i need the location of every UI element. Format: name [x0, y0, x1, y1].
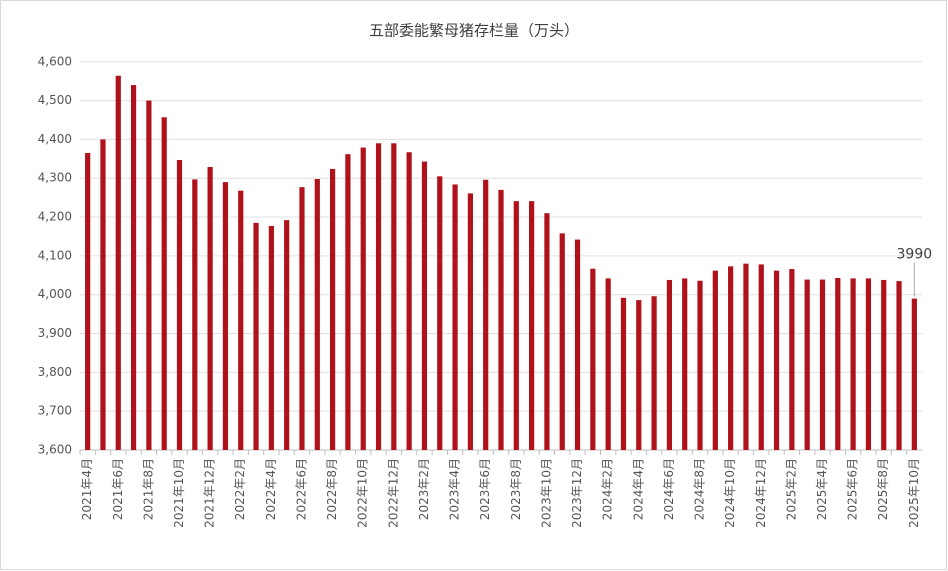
bar [467, 193, 473, 450]
x-tick-label: 2021年4月 [80, 458, 94, 520]
x-tick-label: 2024年8月 [693, 458, 707, 520]
bar [130, 85, 137, 450]
bar [375, 143, 382, 450]
bar [789, 269, 795, 450]
y-tick-label: 3,700 [38, 404, 72, 418]
bar [192, 179, 198, 450]
bar [682, 278, 688, 450]
bar [712, 270, 718, 450]
bar [238, 190, 244, 451]
bar [268, 225, 274, 450]
x-tick-label: 2022年8月 [325, 458, 339, 520]
bar [636, 300, 642, 450]
bar [605, 278, 611, 450]
bar [115, 75, 121, 450]
x-tick-label: 2023年8月 [509, 458, 523, 520]
bar [406, 152, 412, 451]
bar [253, 222, 259, 450]
x-tick-label: 2024年2月 [601, 458, 615, 520]
x-tick-label: 2022年4月 [264, 458, 278, 520]
bar [758, 264, 764, 450]
x-tick-label: 2024年10月 [723, 458, 737, 528]
x-tick-label: 2021年12月 [203, 458, 217, 528]
bar [651, 296, 657, 450]
bar [804, 279, 810, 450]
bar [819, 279, 826, 450]
x-tick-label: 2023年10月 [539, 458, 553, 528]
bar [559, 233, 565, 450]
x-tick-label: 2022年10月 [356, 458, 370, 528]
bar [360, 147, 366, 451]
bar [330, 168, 336, 450]
bar [620, 297, 627, 450]
y-tick-label: 3,600 [38, 443, 72, 457]
bar [896, 281, 902, 450]
bar [697, 280, 703, 450]
y-tick-label: 4,000 [38, 287, 72, 301]
x-tick-label: 2024年12月 [754, 458, 768, 528]
bar [773, 270, 780, 450]
x-tick-label: 2025年2月 [784, 458, 798, 520]
bar [100, 139, 106, 451]
x-tick-label: 2023年4月 [448, 458, 462, 520]
x-tick-label: 2021年8月 [141, 458, 155, 520]
x-tick-label: 2022年6月 [294, 458, 308, 520]
x-tick-label: 2025年6月 [846, 458, 860, 520]
x-tick-label: 2022年12月 [386, 458, 400, 528]
y-tick-label: 3,900 [38, 326, 72, 340]
x-tick-label: 2024年4月 [631, 458, 645, 520]
bar [85, 153, 91, 450]
bar [498, 189, 504, 450]
bar [421, 161, 428, 450]
bar [850, 278, 856, 450]
bar [176, 159, 183, 451]
bar [146, 100, 152, 451]
y-tick-label: 4,100 [38, 248, 72, 262]
bar [452, 184, 458, 450]
x-tick-label: 2023年6月 [478, 458, 492, 520]
bar [513, 201, 519, 450]
bar [881, 279, 887, 450]
bar [161, 117, 167, 451]
bar [284, 220, 290, 450]
chart-title: 五部委能繁母猪存栏量（万头） [369, 22, 579, 40]
x-tick-label: 2025年8月 [876, 458, 890, 520]
bar [865, 278, 872, 450]
y-tick-label: 4,400 [38, 132, 72, 146]
bar [911, 298, 917, 450]
bar [728, 266, 734, 450]
bar [666, 279, 672, 450]
bar [590, 268, 596, 450]
y-tick-label: 4,600 [38, 54, 72, 68]
bar [345, 154, 351, 450]
x-tick-label: 2024年6月 [662, 458, 676, 520]
bar [483, 179, 489, 450]
y-tick-label: 4,300 [38, 171, 72, 185]
x-tick-label: 2023年2月 [417, 458, 431, 520]
bar [743, 263, 749, 450]
x-tick-label: 2022年2月 [233, 458, 247, 520]
bar [314, 179, 320, 450]
x-tick-label: 2021年6月 [111, 458, 125, 520]
x-tick-label: 2025年4月 [815, 458, 829, 520]
bar [574, 239, 581, 450]
bar [835, 278, 841, 450]
bar [207, 166, 213, 450]
y-tick-label: 4,200 [38, 210, 72, 224]
x-tick-label: 2023年12月 [570, 458, 584, 528]
x-tick-label: 2021年10月 [172, 458, 186, 528]
bar [391, 143, 397, 450]
x-tick-label: 2025年10月 [907, 458, 921, 528]
bar [222, 182, 229, 450]
data-label: 3990 [897, 247, 933, 263]
bar [437, 176, 443, 450]
y-tick-label: 3,800 [38, 365, 72, 379]
bar [544, 213, 550, 450]
bar [529, 201, 535, 450]
bar [299, 187, 305, 450]
y-tick-label: 4,500 [38, 93, 72, 107]
